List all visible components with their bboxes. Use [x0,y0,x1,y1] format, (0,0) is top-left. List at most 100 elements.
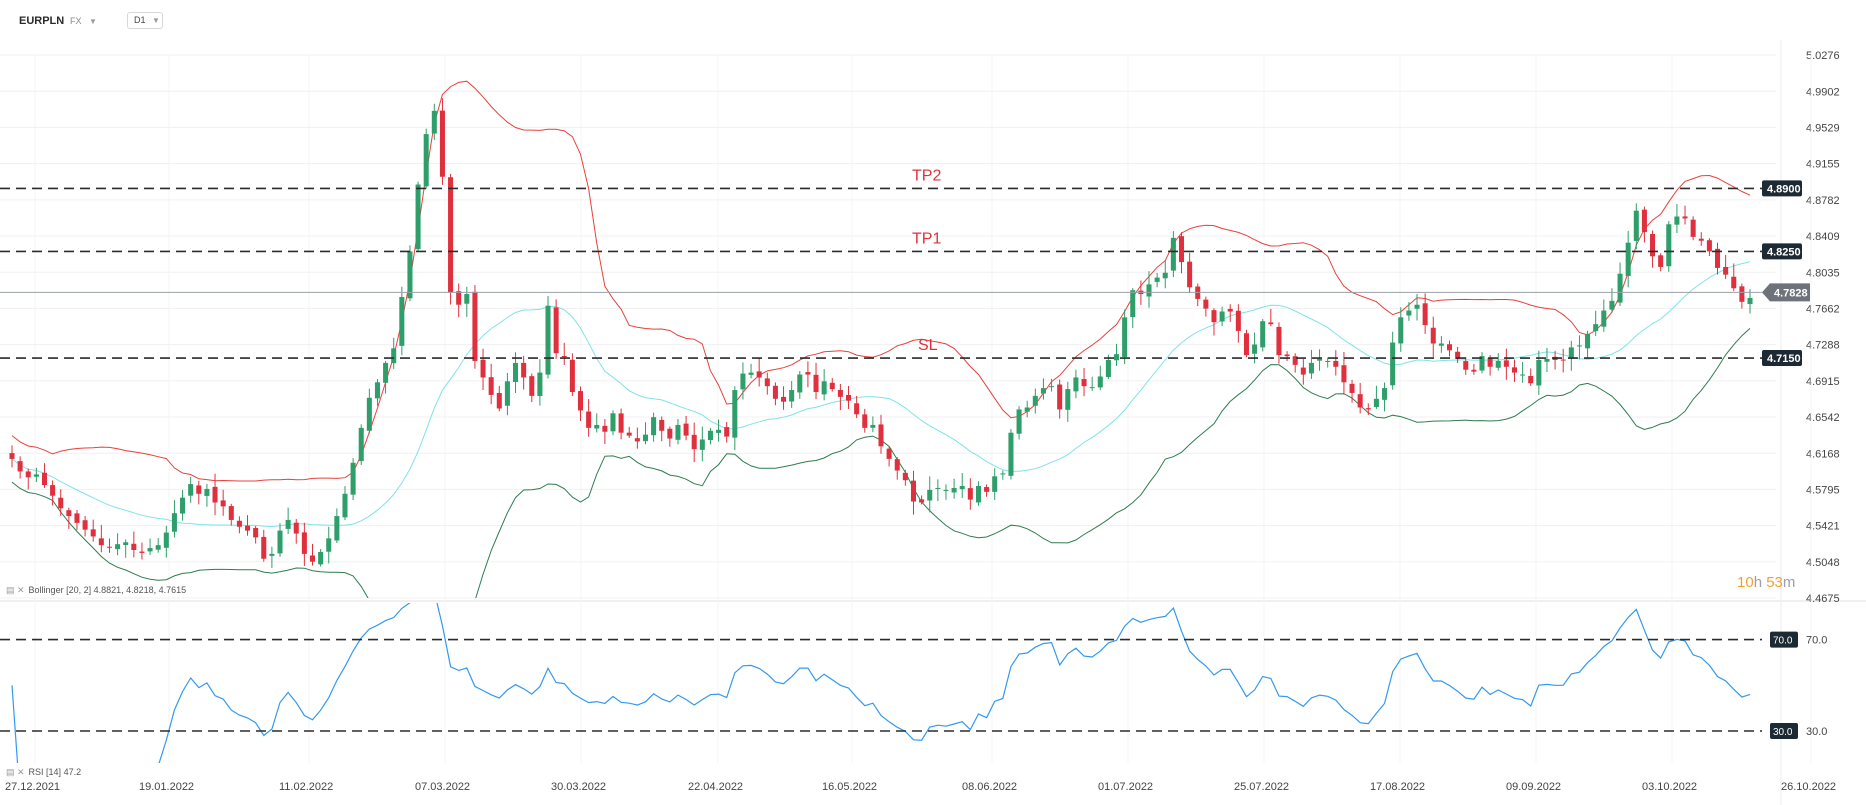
candle-body [724,427,730,437]
level-annotation-sl: SL [918,337,938,354]
settings-icon[interactable]: ▤ ✕ [6,585,25,595]
candle-body [594,424,600,429]
candle-body [894,459,900,471]
x-tick-label: 03.10.2022 [1642,781,1697,793]
x-tick-label: 17.08.2022 [1370,781,1425,793]
candle-body [261,536,267,559]
candle-body [106,546,112,548]
candle-body [1609,300,1615,310]
candle-body [951,487,957,493]
candle-body [1406,310,1412,316]
current-price-value: 4.7828 [1774,287,1808,299]
rsi-legend: ▤ ✕ RSI [14] 47.2 [6,767,81,778]
candle-body [1065,389,1071,410]
candle-body [845,395,852,401]
candle-body [163,532,169,548]
candle-body [577,391,584,411]
candle-body [1650,234,1656,257]
candle-body [1300,367,1306,375]
candle-body [1211,310,1217,323]
candle-body [610,413,616,432]
y-tick-label: 4.5048 [1806,557,1840,569]
candle-body [90,529,96,537]
candle-body [1073,377,1079,392]
y-tick-label: 4.8409 [1806,231,1840,243]
candle-body [1114,354,1120,361]
candle-body [1617,273,1623,303]
candle-body [58,497,64,509]
candle-body [1520,374,1526,376]
y-tick-label: 4.7288 [1806,340,1840,352]
candle-body [301,532,307,554]
candle-body [358,427,364,462]
y-tick-label: 4.5795 [1806,484,1840,496]
candle-body [41,472,48,486]
x-tick-label: 25.07.2022 [1234,781,1289,793]
candle-body [33,474,39,477]
candle-body [545,305,551,375]
level-annotation-tp1: TP1 [912,230,941,247]
x-tick-label: 27.12.2021 [5,781,60,793]
candle-body [1698,238,1704,241]
candle-body [1568,347,1574,359]
candle-body [342,493,348,518]
candle-body [448,177,454,293]
level-value-tp2: 4.8900 [1767,183,1801,195]
candle-body [1089,387,1095,389]
candle-body [269,553,275,556]
candle-body [772,385,778,399]
rsi-legend-text: RSI [14] 47.2 [28,767,82,777]
x-tick-label: 09.09.2022 [1506,781,1561,793]
y-tick-label: 4.7662 [1806,303,1840,315]
x-tick-label: 11.02.2022 [279,781,333,793]
candle-body [854,403,860,415]
candle-body [318,551,324,565]
symbol-label[interactable]: EURPLN [19,15,65,27]
candle-body [25,471,31,478]
asset-class-label[interactable]: FX [70,16,82,26]
candle-body [66,510,72,517]
settings-icon[interactable]: ▤ ✕ [6,767,25,777]
candle-body [902,472,908,481]
candle-body [1000,473,1006,475]
candle-body [943,489,949,491]
candle-body [675,424,681,440]
candle-body [1203,299,1209,309]
candle-body [1576,345,1582,347]
y-tick-label: 4.6915 [1806,376,1840,388]
y-tick-label: 4.5421 [1806,521,1840,533]
candle-body [1731,276,1737,289]
candle-body [716,429,722,433]
x-tick-label: 30.03.2022 [551,781,606,793]
candle-body [642,434,648,442]
candle-body [1438,343,1444,346]
candle-body [1666,224,1672,267]
candle-body [1081,379,1087,387]
candle-body [1495,360,1501,368]
candle-body [1268,322,1274,325]
candle-body [691,434,697,450]
candle-body [1536,359,1542,386]
candle-body [1308,362,1314,374]
candle-body [366,397,372,431]
candle-body [781,396,787,402]
timeframe-select[interactable]: D1 ▼ [127,12,163,29]
chevron-down-icon[interactable]: ▼ [89,17,97,26]
x-tick-label: 22.04.2022 [688,781,743,793]
x-tick-label: 26.10.2022 [1781,781,1836,793]
candle-body [1252,344,1258,354]
candle-body [1455,351,1461,360]
candle-body [984,487,990,492]
candle-body [1414,304,1420,309]
candle-body [586,411,592,428]
candle-body [1154,277,1160,282]
candle-body [659,419,665,431]
candle-body [1544,359,1550,362]
candle-body [123,542,129,546]
candle-body [1130,290,1136,318]
candle-body [797,374,803,393]
candle-body [245,525,251,531]
candle-body [1105,359,1111,378]
candle-body [1690,219,1696,237]
